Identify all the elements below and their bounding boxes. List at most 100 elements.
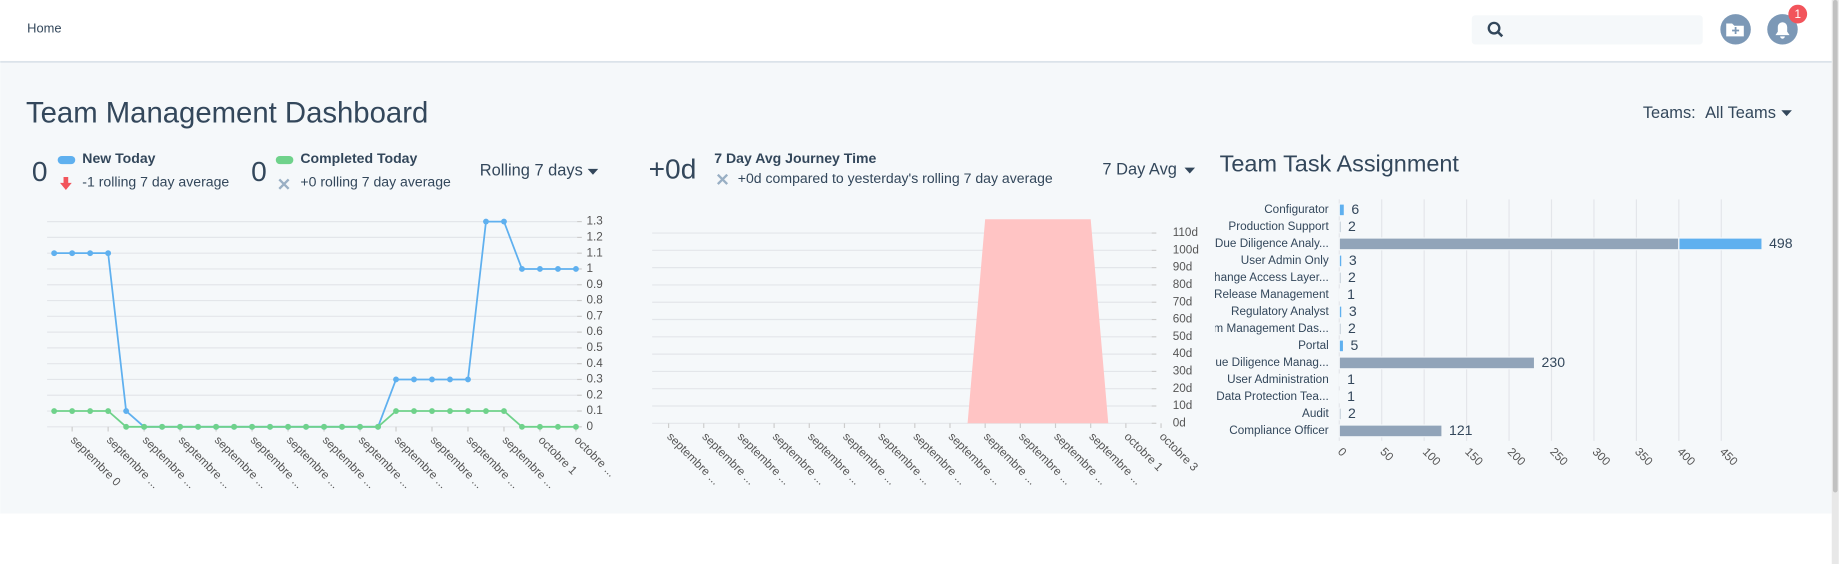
point (213, 423, 220, 430)
y-tick-label: 0.9 (586, 278, 602, 291)
y-tick-label: Due Diligence Manag... (1207, 356, 1329, 369)
point (195, 423, 202, 430)
y-tick-label: Release Management (1214, 288, 1329, 301)
point (447, 408, 453, 414)
point (105, 250, 112, 257)
badge (1788, 4, 1808, 24)
y-tick-label: Portal (1298, 339, 1329, 352)
point (249, 423, 256, 430)
y-tick-label: 50d (1173, 330, 1193, 343)
area (668, 219, 1162, 424)
badge-count: 1 (1794, 8, 1801, 21)
bar-segment (1338, 305, 1343, 319)
y-tick-label: 20d (1173, 382, 1193, 395)
y-tick-label: 0.5 (586, 341, 603, 354)
y-tick-label: Compliance Officer (1229, 424, 1329, 437)
stat-value: +0d (649, 154, 697, 185)
point (51, 408, 58, 414)
bell-icon (1775, 22, 1790, 39)
chart-title: Team Task Assignment (1220, 151, 1460, 177)
bar-segment (1338, 271, 1342, 285)
point (555, 266, 561, 272)
bar-segment (1338, 288, 1341, 302)
point (465, 408, 471, 414)
bar-segment (1678, 237, 1763, 251)
y-tick-label: Due Diligence Analy... (1215, 237, 1329, 250)
y-tick-label: 30d (1173, 365, 1193, 378)
breadcrumb[interactable]: Home (27, 21, 61, 36)
point (375, 423, 381, 430)
legend-label: New Today (82, 150, 155, 166)
search-icon (1487, 21, 1504, 38)
point (159, 423, 166, 430)
bar-total: 1 (1347, 286, 1355, 302)
point (447, 376, 453, 383)
bar-segment (1338, 254, 1343, 268)
caret (1781, 110, 1792, 117)
y-tick-label: Regulatory Analyst (1231, 305, 1329, 318)
filter-value[interactable]: All Teams (1705, 104, 1776, 122)
bar-total: 1 (1347, 388, 1355, 404)
neutral-icon (278, 178, 290, 190)
point (393, 376, 399, 383)
bar-total: 5 (1351, 337, 1359, 353)
y-tick-label: 110d (1173, 226, 1198, 239)
point (501, 408, 507, 414)
bar-segment (1338, 356, 1536, 370)
point (411, 376, 417, 383)
y-tick-label: 0.2 (586, 388, 602, 401)
y-tick-label: Audit (1302, 407, 1329, 420)
search-box[interactable] (1471, 15, 1703, 45)
point (573, 266, 579, 272)
bar-segment (1338, 237, 1680, 251)
y-tick-label: Data Protection Tea... (1216, 390, 1328, 403)
point (483, 218, 489, 225)
bar-total: 2 (1348, 218, 1356, 234)
period-select[interactable]: 7 Day Avg (1102, 160, 1177, 178)
point (87, 250, 94, 257)
bar-total: 2 (1348, 405, 1356, 421)
scroll-thumb[interactable] (1832, 0, 1838, 493)
point (177, 423, 184, 430)
point (141, 423, 148, 430)
y-tick-label: 0 (586, 420, 593, 433)
point (411, 408, 417, 414)
bar-segment (1338, 322, 1342, 336)
bar-total: 230 (1542, 354, 1566, 370)
point (69, 408, 76, 414)
point (555, 423, 561, 430)
point (393, 408, 399, 414)
y-tick-label: 0d (1173, 416, 1186, 429)
header-border (0, 60, 1832, 63)
bar-total: 3 (1349, 303, 1357, 319)
legend-label: Completed Today (300, 150, 417, 166)
point (357, 423, 363, 430)
plus-icon (1732, 26, 1740, 35)
point (339, 423, 345, 430)
page-title: Team Management Dashboard (26, 97, 428, 130)
point (267, 423, 273, 430)
y-tick-label: 1.2 (586, 230, 602, 243)
point (123, 408, 130, 414)
bar-segment (1338, 220, 1342, 234)
bar-segment (1338, 373, 1341, 387)
stat-trend: -1 rolling 7 day average (82, 174, 229, 190)
stat-label: 7 Day Avg Journey Time (714, 150, 876, 166)
stat-value: 0 (251, 156, 267, 187)
period-select[interactable]: Rolling 7 days (480, 162, 583, 180)
down-arrow (60, 177, 72, 190)
point (429, 408, 435, 414)
neutral-icon (716, 173, 729, 185)
y-tick-label: 0.1 (586, 404, 602, 417)
stat-value: 0 (32, 156, 48, 187)
point (321, 423, 327, 430)
point (537, 266, 543, 272)
point (69, 250, 76, 257)
line (54, 410, 576, 428)
y-tick-label: Configurator (1264, 203, 1329, 216)
content-bg (0, 62, 1832, 514)
bar-total: 2 (1348, 269, 1356, 285)
legend-swatch (57, 155, 76, 165)
y-tick-label: Production Support (1228, 220, 1329, 233)
filter-label: Teams: (1643, 104, 1696, 122)
